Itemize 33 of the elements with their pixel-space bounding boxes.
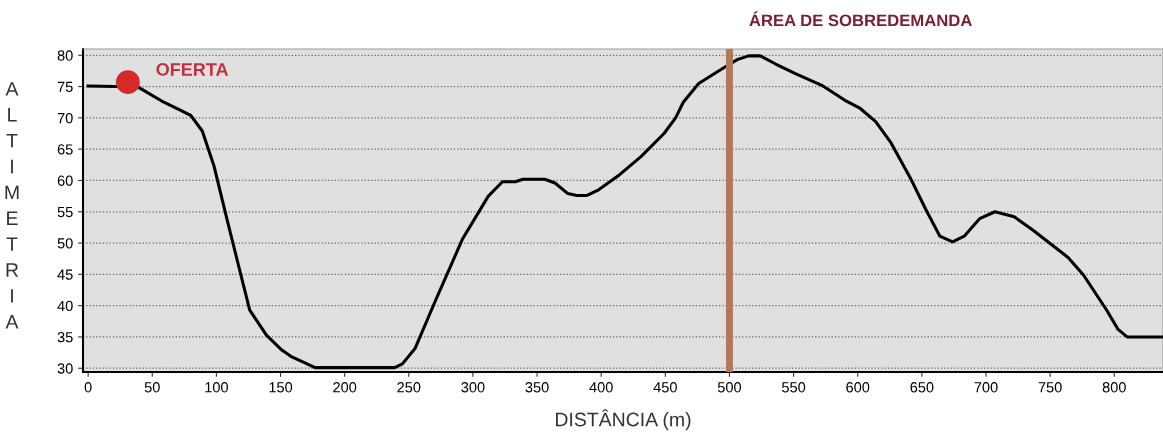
x-tick-label: 100 [205,382,228,393]
text: ALTIMETRIA [5,82,19,329]
y-tick-label: 65 [57,144,73,155]
y-tick-label: 30 [57,363,73,374]
x-tick-label: 350 [525,382,549,393]
y-tick-label: 35 [57,332,73,343]
y-tick-label: 50 [57,238,73,249]
x-tick-label: 300 [461,382,485,393]
y-tick-label: 55 [57,207,73,218]
x-tick-label: 800 [1102,382,1126,393]
x-tick-label: 50 [144,382,160,393]
y-tick-label: 80 [57,50,73,61]
y-tick-label: 45 [57,269,73,280]
x-tick-label: 450 [653,382,677,393]
y-tick-label: 40 [57,300,73,312]
x-axis-title: DISTÂNCIA (m) [556,409,691,431]
x-tick-label: 600 [846,382,870,393]
ref-line-label: ÁREA DE SOBREDEMANDA [749,11,972,27]
x-tick-label: 250 [397,382,421,393]
x-tick-label: 200 [333,382,357,393]
x-tick-label: 650 [910,382,934,393]
x-tick-label: 0 [84,382,92,393]
x-tick-label: 550 [782,382,806,393]
annotation: OFERTA [156,63,229,76]
y-tick-label: 75 [57,81,73,92]
line-series [86,54,1163,370]
x-tick-label: 500 [717,382,742,393]
x-tick-label: 150 [269,382,293,393]
x-tick-label: 400 [589,382,613,393]
y-tick-label: 60 [57,175,73,186]
x-tick-label: 750 [1038,382,1062,393]
x-tick-label: 700 [974,382,998,393]
y-tick-label: 70 [57,112,73,124]
